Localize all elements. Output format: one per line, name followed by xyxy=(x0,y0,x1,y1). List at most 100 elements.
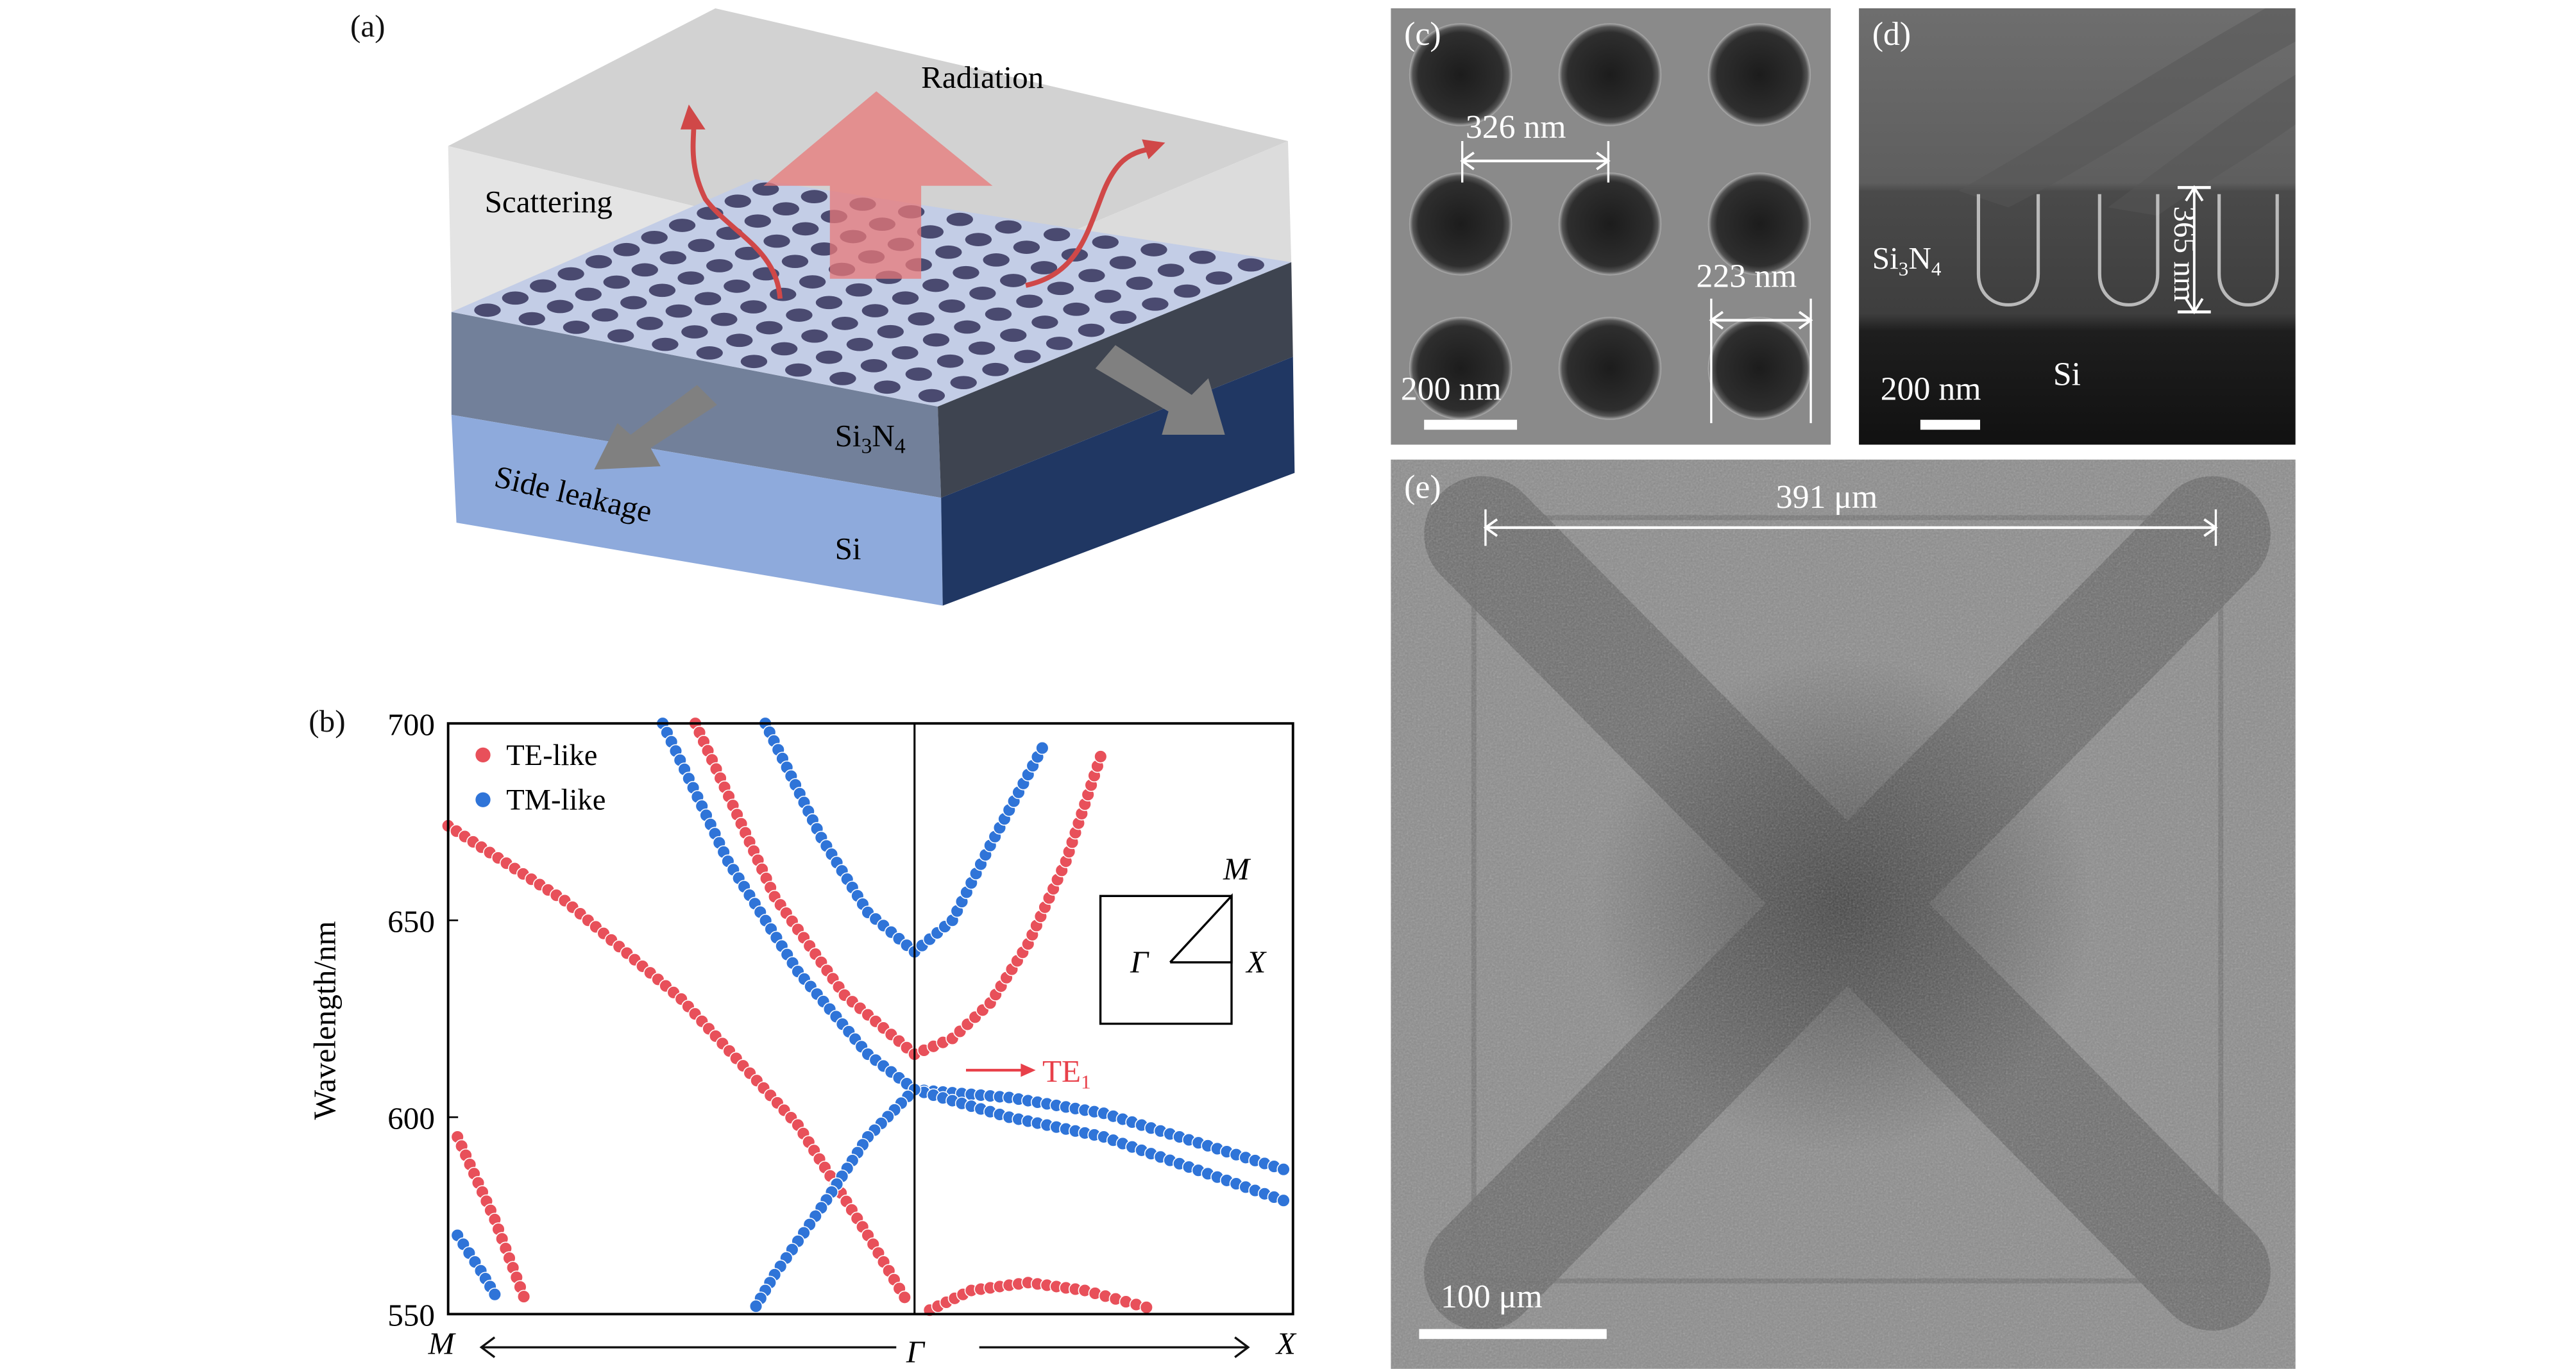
hole xyxy=(724,194,751,208)
hole xyxy=(1000,274,1027,287)
hole xyxy=(1126,276,1153,290)
hole xyxy=(1047,281,1074,296)
panel-d-sem-cross-section: 365 nm Si3N4 (d) 200 nm Si xyxy=(1859,8,2296,445)
panel-c-label: (c) xyxy=(1404,16,1441,53)
hole xyxy=(792,222,819,236)
y-axis-label: Wavelength/nm xyxy=(307,921,343,1120)
x-label-gamma: Γ xyxy=(906,1334,926,1364)
hole xyxy=(946,212,974,226)
scale-bar xyxy=(1424,419,1518,430)
hole xyxy=(1092,235,1119,249)
hole xyxy=(1031,315,1058,329)
hole xyxy=(781,255,809,269)
hole xyxy=(648,283,676,298)
sem-hole xyxy=(1409,172,1513,276)
hole xyxy=(557,267,584,281)
hole xyxy=(585,255,613,269)
hole xyxy=(985,307,1012,321)
hole xyxy=(613,242,640,256)
hole xyxy=(603,275,630,289)
hole xyxy=(726,333,753,348)
tm-data-point xyxy=(487,1288,502,1302)
sem-hole xyxy=(1707,172,1811,276)
hole xyxy=(1189,250,1216,264)
x-label-m: M xyxy=(428,1325,457,1361)
si-left-face xyxy=(451,414,943,606)
hole xyxy=(711,312,738,326)
hole xyxy=(1110,310,1137,324)
panel-a-label: (a) xyxy=(350,10,386,45)
band-diagram-chart: 700 650 600 550 Wavelength/nm TE-like TM-li… xyxy=(307,707,1297,1364)
panel-d-label: (d) xyxy=(1872,16,1911,53)
hole xyxy=(995,220,1022,234)
hole xyxy=(1014,349,1041,364)
x-label-x: X xyxy=(1275,1325,1297,1361)
hole xyxy=(1078,269,1105,283)
hole xyxy=(1173,284,1201,298)
period-label: 326 nm xyxy=(1465,109,1566,146)
hole xyxy=(1237,258,1264,272)
hole xyxy=(953,265,979,280)
sem-hole xyxy=(1707,23,1811,126)
hole xyxy=(917,225,944,239)
hole xyxy=(936,354,964,368)
hole xyxy=(740,355,768,369)
hole xyxy=(1109,256,1137,269)
hole xyxy=(954,320,981,334)
radiation-arrow-icon xyxy=(763,91,993,279)
hole xyxy=(950,376,977,390)
te-data-point xyxy=(897,1290,911,1304)
hole xyxy=(607,329,634,343)
hole xyxy=(983,253,1010,267)
te-data-point xyxy=(1094,750,1108,764)
hole xyxy=(1142,297,1169,311)
hole xyxy=(1205,271,1233,285)
hole xyxy=(801,329,828,343)
hole xyxy=(636,317,663,330)
hole xyxy=(846,337,874,351)
hole xyxy=(575,287,602,301)
legend-tm-label: TM-like xyxy=(506,784,606,817)
hole xyxy=(815,296,843,310)
hole xyxy=(786,308,813,322)
hole xyxy=(831,317,858,330)
hole xyxy=(563,321,590,334)
size-label: 391 μm xyxy=(1775,479,1878,516)
te-data-point xyxy=(516,1289,531,1304)
y-tick-label: 700 xyxy=(387,707,435,742)
hole xyxy=(965,233,992,246)
hole xyxy=(1030,261,1058,274)
legend-te-marker xyxy=(475,747,491,763)
hole xyxy=(688,239,715,253)
hole xyxy=(1157,264,1185,277)
sem-hole xyxy=(1409,317,1513,420)
hole xyxy=(772,202,800,216)
scale-label: 200 nm xyxy=(1880,371,1981,408)
panel-e-label: (e) xyxy=(1404,469,1441,507)
brillouin-zone-inset: M Γ X xyxy=(1099,851,1267,1025)
hole xyxy=(1043,228,1071,242)
inset-gamma-label: Γ xyxy=(1130,944,1149,979)
sem-hole xyxy=(1409,23,1513,126)
hole xyxy=(1000,328,1027,342)
hole xyxy=(591,308,618,322)
side-leakage-arrow-left-icon xyxy=(594,385,717,470)
side-leakage-arrow-right-icon xyxy=(1095,345,1225,435)
scattering-arrow-right-icon xyxy=(1025,147,1149,288)
te-data-point xyxy=(1139,1300,1153,1314)
hole xyxy=(696,346,723,360)
hole xyxy=(756,321,783,335)
hole xyxy=(982,362,1009,376)
y-tick-label: 600 xyxy=(387,1100,435,1136)
legend-tm-marker xyxy=(475,792,491,807)
hole xyxy=(892,346,919,360)
panel-c-sem-top-view: (c) 326 nm 223 nm 200 nm xyxy=(1391,8,1831,445)
hole xyxy=(547,299,573,314)
hole xyxy=(620,296,647,310)
inset-m-label: M xyxy=(1223,851,1251,886)
hole xyxy=(530,279,557,293)
hole xyxy=(694,292,722,306)
hole xyxy=(652,337,679,351)
hole xyxy=(845,283,872,297)
hole xyxy=(763,234,790,248)
